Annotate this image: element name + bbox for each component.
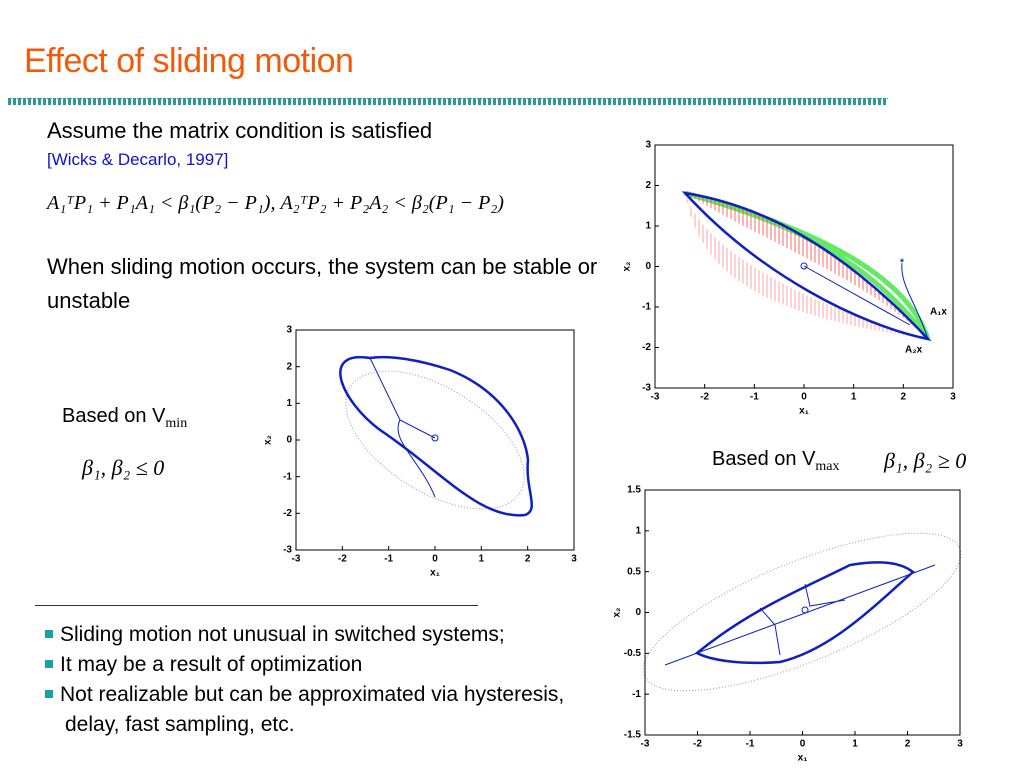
x-tick-label: -1 [746, 739, 755, 750]
y-axis-label: x₂ [622, 261, 633, 271]
y-tick-label: 0 [645, 261, 651, 272]
origin [800, 262, 808, 270]
bullet: It may be a result of optimization [45, 650, 615, 680]
y-tick-label: 1 [635, 525, 641, 536]
y-tick-label: 0 [635, 607, 641, 618]
bullet: Not realizable but can be approximated v… [45, 680, 565, 740]
vmax-label: Based on Vmax [712, 448, 840, 475]
slide-title: Effect of sliding motion [24, 42, 354, 80]
y-axis-label: x₂ [612, 607, 623, 617]
vmax-condition: β₁, β₂ ≥ 0 [884, 448, 967, 473]
x-tick-label: 0 [801, 392, 807, 403]
axes-box [644, 489, 961, 736]
x-tick-label: 2 [905, 739, 911, 750]
phase-plot: -3 -2 -1 0 1 2 3 -3 -2 -1 0 1 2 3 x₁ x₂ [263, 325, 578, 579]
origin [801, 606, 809, 614]
annotation: A₂x [905, 345, 923, 356]
y-tick-label: -1.5 [624, 730, 642, 741]
label: Based on V [712, 448, 816, 470]
x-tick-label: 2 [525, 554, 531, 565]
trajectory [369, 357, 436, 498]
x-tick-label: -2 [338, 554, 347, 565]
separator [35, 605, 478, 606]
y-tick-label: -2 [642, 342, 651, 353]
level-set [642, 532, 962, 692]
x-tick-label: -3 [651, 392, 660, 403]
bullets: Sliding motion not unusual in switched s… [45, 620, 615, 740]
red-hatch [685, 193, 928, 339]
x-tick-label: -1 [384, 554, 393, 565]
y-tick-label: 0.5 [627, 566, 641, 577]
phase-plot: -3 -2 -1 0 1 2 3 -1.5 -1 -0.5 0 0.5 1 1.5 x₁ x₂ [612, 485, 964, 764]
bullet: Sliding motion not unusual in switched s… [45, 620, 615, 650]
citation: [Wicks & Decarlo, 1997] [47, 150, 229, 169]
y-tick-label: -1 [283, 471, 292, 482]
y-tick-label: -3 [642, 383, 651, 394]
trajectory [664, 564, 936, 666]
x-tick-label: 1 [852, 739, 858, 750]
title-rule [8, 98, 888, 105]
y-axis-label: x₂ [263, 435, 274, 445]
y-tick-label: -2 [283, 508, 292, 519]
y-tick-label: -0.5 [624, 648, 642, 659]
x-tick-label: 3 [571, 554, 577, 565]
y-tick-label: 2 [645, 180, 651, 191]
phase-plot: * -3 -2 -1 0 1 2 3 -3 -2 -1 0 1 2 3 x₁ x₂ A₁x A₂x [622, 140, 957, 417]
x-axis-label: x₁ [430, 568, 440, 579]
x-tick-label: 2 [901, 392, 907, 403]
start-marker: * [900, 258, 904, 269]
y-tick-label: 1 [645, 221, 651, 232]
y-tick-label: 1 [286, 398, 292, 409]
annotation: A₁x [930, 307, 947, 318]
vmin-label: Based on Vmin [62, 405, 187, 432]
label: Based on V [62, 405, 166, 427]
trajectory [339, 355, 534, 517]
x-tick-label: -3 [292, 554, 301, 565]
y-tick-label: 0 [286, 435, 292, 446]
x-tick-label: 1 [851, 392, 857, 403]
x-tick-label: 0 [432, 554, 438, 565]
x-tick-label: 3 [950, 392, 956, 403]
subscript: min [165, 416, 188, 431]
condition-text: Assume the matrix condition is satisfied [47, 118, 433, 143]
x-tick-label: -1 [750, 392, 759, 403]
y-tick-label: -3 [283, 545, 292, 556]
x-tick-label: -3 [641, 739, 650, 750]
x-axis-label: x₁ [799, 406, 809, 417]
equation: A₁ᵀP₁ + P₁A₁ < β₁(P₂ − P₁), A₂ᵀP₂ + P₂A₂… [47, 192, 504, 214]
origin [431, 434, 439, 442]
trajectory [803, 262, 929, 340]
x-axis-label: x₁ [798, 753, 808, 764]
x-tick-label: 1 [479, 554, 485, 565]
y-tick-label: 3 [645, 140, 651, 151]
y-tick-label: 2 [286, 361, 292, 372]
y-tick-label: -1 [632, 689, 641, 700]
sliding-note: When sliding motion occurs, the system c… [47, 254, 598, 313]
trajectory [694, 561, 915, 665]
x-tick-label: 0 [800, 739, 806, 750]
y-tick-label: 3 [286, 325, 292, 336]
vmin-condition: β₁, β₂ ≤ 0 [82, 455, 165, 480]
x-tick-label: -2 [693, 739, 702, 750]
x-tick-label: 3 [957, 739, 963, 750]
level-set [345, 370, 525, 510]
subscript: max [815, 459, 840, 474]
x-tick-label: -2 [700, 392, 709, 403]
axes-box [295, 329, 575, 551]
y-tick-label: 1.5 [627, 485, 641, 496]
y-tick-label: -1 [642, 302, 651, 313]
